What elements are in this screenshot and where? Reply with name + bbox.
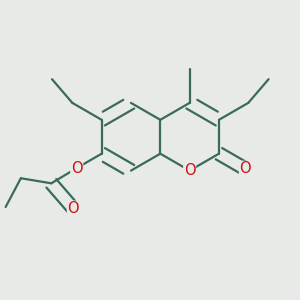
Text: O: O (68, 201, 79, 216)
Text: O: O (184, 163, 195, 178)
Text: O: O (71, 160, 82, 175)
Text: O: O (239, 161, 251, 176)
